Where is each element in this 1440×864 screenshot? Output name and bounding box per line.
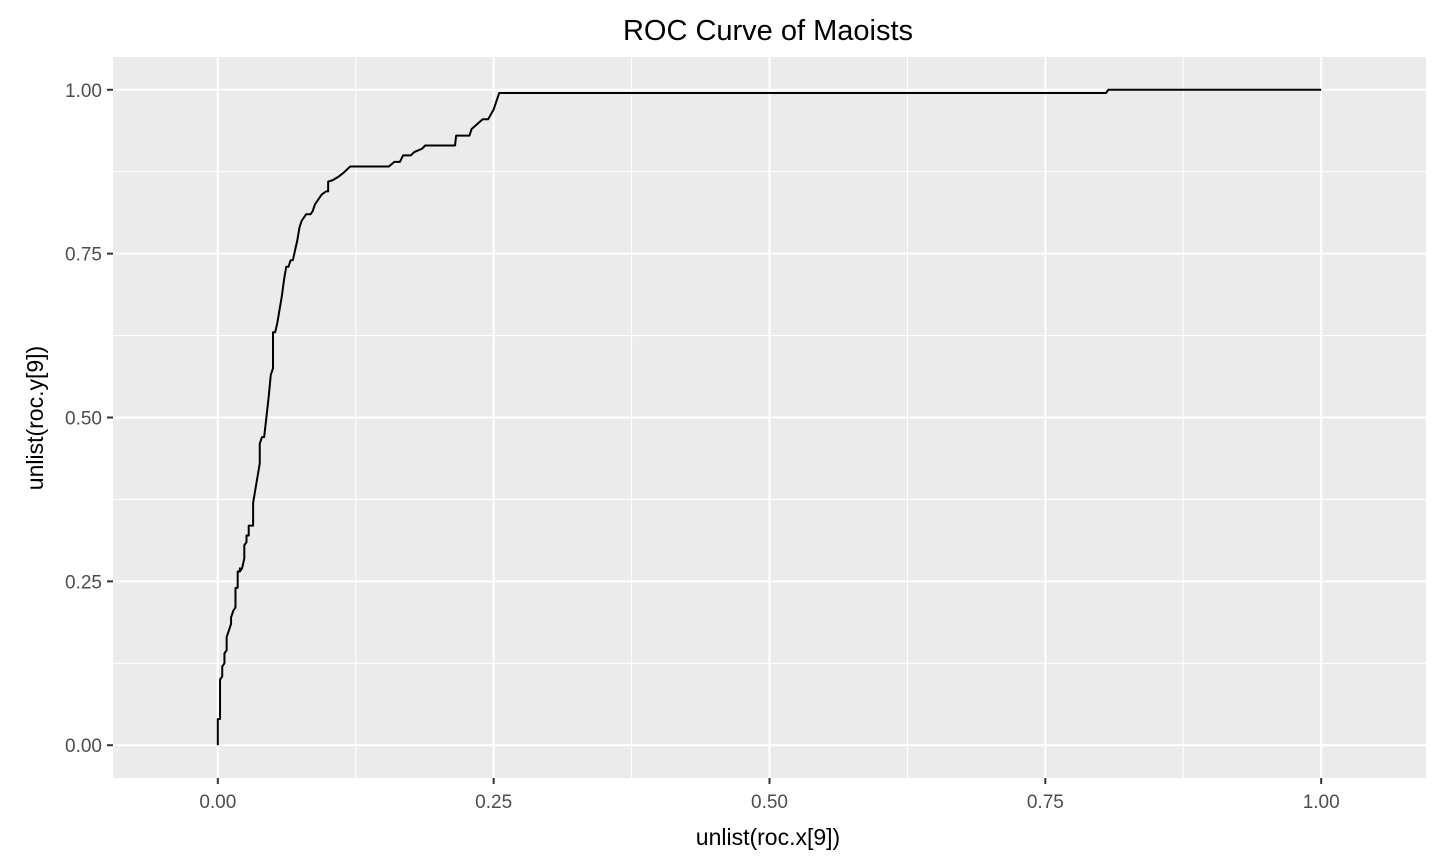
roc-curve-line (216, 88, 1322, 746)
y-tick-label: 0.75 (65, 245, 102, 266)
y-tick-label: 0.50 (65, 409, 102, 430)
x-tick-label: 0.00 (199, 792, 236, 813)
chart-title: ROC Curve of Maoists (623, 15, 913, 47)
x-axis-title: unlist(roc.x[9]) (696, 824, 840, 850)
y-tick-label: 0.25 (65, 572, 102, 593)
y-axis-title: unlist(roc.y[9]) (22, 346, 48, 490)
series-layer (216, 88, 1322, 746)
y-tick-label: 1.00 (65, 81, 102, 102)
y-axis: 0.00 0.25 0.50 0.75 1.00 (65, 81, 113, 757)
x-tick-label: 0.75 (1027, 792, 1064, 813)
x-tick-label: 1.00 (1303, 792, 1340, 813)
x-axis: 0.00 0.25 0.50 0.75 1.00 (199, 778, 1340, 813)
y-tick-label: 0.00 (65, 736, 102, 757)
major-gridlines (113, 57, 1426, 778)
x-tick-label: 0.50 (751, 792, 788, 813)
x-tick-label: 0.25 (475, 792, 512, 813)
